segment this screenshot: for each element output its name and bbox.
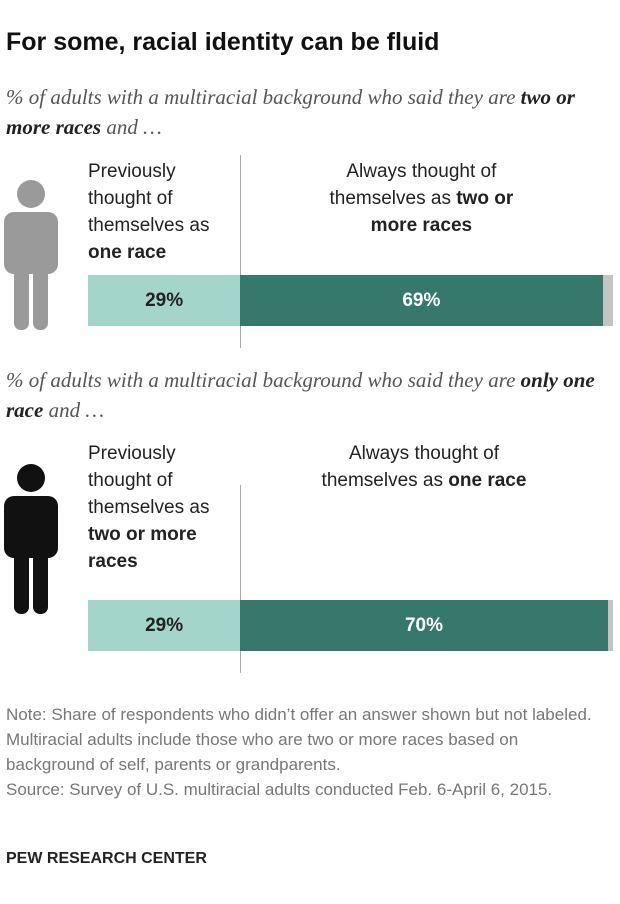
segment-label: Previously thought of themselves as two … — [88, 440, 223, 575]
text-part: Previously thought of themselves as — [88, 161, 210, 236]
person-icon-gray — [4, 180, 58, 330]
note: Note: Share of respondents who didn’t of… — [6, 702, 596, 802]
text-part: one race — [448, 470, 527, 491]
bar-segment — [602, 275, 613, 326]
bar-segment — [88, 275, 241, 326]
text-part: Always thought of themselves as — [329, 161, 497, 209]
person-icon-black — [4, 464, 58, 614]
bar-segment — [240, 600, 608, 651]
segment-label: Always thought of themselves as two or m… — [316, 158, 526, 239]
segment-label: Previously thought of themselves as one … — [88, 158, 223, 266]
text-part: Previously thought of themselves as — [88, 443, 210, 518]
credit: PEW RESEARCH CENTER — [6, 850, 207, 867]
text-part: one race — [88, 242, 167, 263]
chart-title: For some, racial identity can be fluid — [6, 28, 440, 56]
text-part: and … — [43, 398, 105, 422]
bar-segment — [88, 600, 241, 651]
divider-line — [240, 155, 242, 348]
text-part: two or more races — [88, 524, 197, 572]
text-part: % of adults with a multiracial backgroun… — [6, 368, 521, 392]
text-part: Always thought of themselves as — [321, 443, 499, 491]
text-part: two or more races — [370, 188, 514, 236]
source-text: Source: Survey of U.S. multiracial adult… — [6, 780, 553, 799]
note-text: Note: Share of respondents who didn’t of… — [6, 705, 592, 774]
value-label: 29% — [145, 614, 184, 636]
bar-segment — [240, 275, 603, 326]
text-part: % of adults with a multiracial backgroun… — [6, 85, 521, 109]
bar-segment — [607, 600, 613, 651]
segment-label: Always thought of themselves as one race — [319, 440, 529, 494]
value-label: 29% — [145, 289, 184, 311]
text-part: only one race — [6, 368, 595, 422]
value-label: 69% — [402, 289, 441, 311]
subtitle: % of adults with a multiracial backgroun… — [6, 365, 616, 425]
text-part: and … — [101, 115, 162, 139]
divider-line — [240, 485, 242, 673]
subtitle: % of adults with a multiracial backgroun… — [6, 82, 616, 142]
value-label: 70% — [404, 614, 444, 636]
text-part: two or more races — [6, 85, 575, 139]
